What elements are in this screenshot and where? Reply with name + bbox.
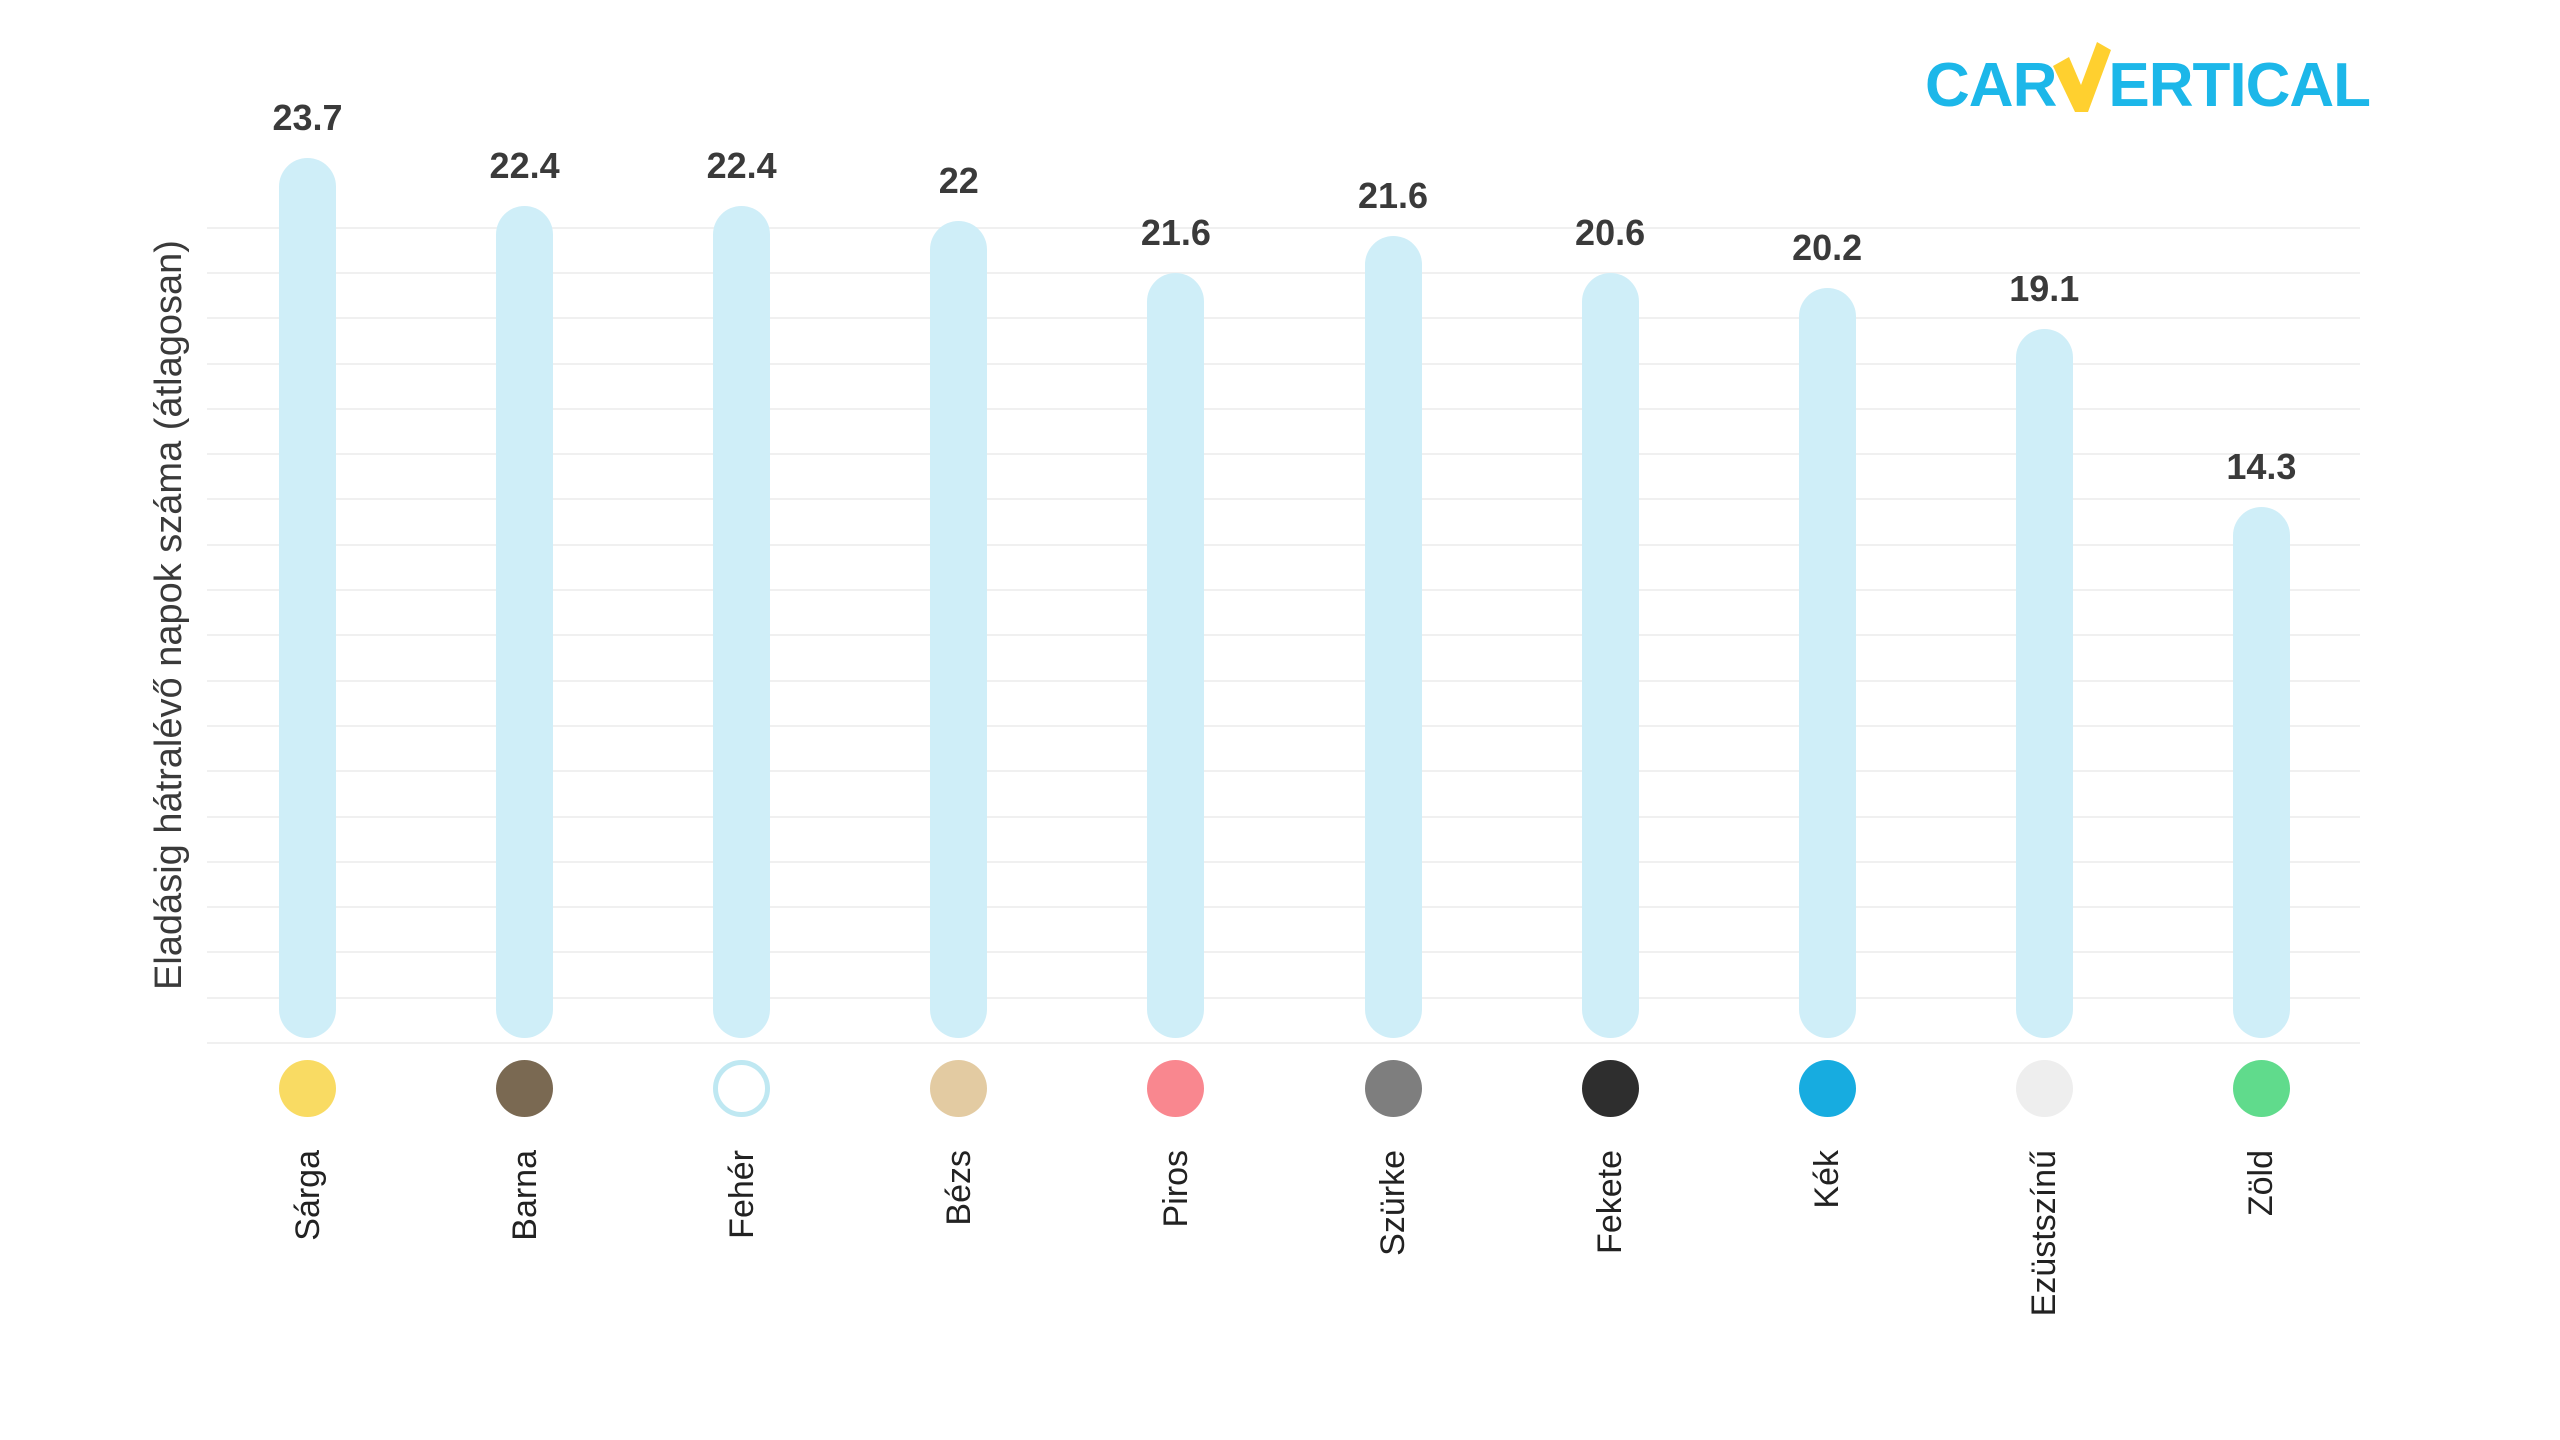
color-dot — [1364, 1059, 1422, 1117]
gridline — [207, 996, 2360, 999]
color-dot — [1581, 1059, 1639, 1117]
bar — [1798, 287, 1856, 1038]
category-label: Zöld — [2242, 1150, 2281, 1217]
gridline — [207, 770, 2360, 773]
bar-value-label: 21.6 — [1357, 174, 1429, 216]
bar — [2232, 507, 2290, 1038]
category-label: Szürke — [1374, 1150, 1412, 1256]
bar — [930, 221, 988, 1038]
logo-text-ertical: ERTICAL — [2108, 50, 2371, 120]
bar-value-label: 14.3 — [2226, 446, 2297, 488]
bar-value-label: 20.6 — [1575, 212, 1646, 254]
color-dot — [1798, 1059, 1856, 1117]
gridline — [207, 951, 2360, 954]
gridline — [207, 724, 2360, 727]
bar-value-label: 23.7 — [272, 97, 343, 139]
color-dot — [2015, 1059, 2073, 1117]
logo-check-v-icon — [2053, 40, 2112, 112]
bar — [2015, 328, 2073, 1038]
gridline — [207, 407, 2360, 410]
gridline — [207, 815, 2360, 818]
bar — [713, 206, 771, 1038]
gridline — [207, 860, 2360, 863]
category-label: Piros — [1156, 1150, 1195, 1228]
logo-text-car: CAR — [1925, 50, 2057, 120]
bar-value-label: 22 — [938, 160, 979, 202]
bar-value-label: 21.6 — [1140, 212, 1211, 254]
bar — [1364, 235, 1422, 1038]
gridline — [207, 589, 2360, 591]
gridline — [207, 453, 2360, 456]
bar — [496, 206, 554, 1038]
category-label: Ezüstszínű — [2025, 1150, 2064, 1317]
bar-value-label: 22.4 — [489, 145, 560, 187]
gridline — [207, 543, 2360, 546]
color-dot — [930, 1059, 988, 1117]
carvertical-logo: CAR ERTICAL — [1925, 40, 2371, 120]
category-label: Barna — [505, 1150, 544, 1241]
bar-value-label: 20.2 — [1792, 226, 1863, 268]
category-label: Kék — [1808, 1150, 1847, 1209]
gridline — [207, 906, 2360, 909]
gridline — [207, 317, 2360, 320]
bar — [1581, 273, 1639, 1038]
bar-value-label: 19.1 — [2009, 267, 2080, 309]
gridline — [207, 498, 2360, 501]
bar-value-label: 22.4 — [706, 145, 777, 187]
color-dot — [496, 1059, 554, 1117]
color-dot — [1147, 1059, 1205, 1117]
gridline — [207, 362, 2360, 365]
category-label: Sárga — [288, 1150, 327, 1241]
category-label: Fehér — [722, 1150, 761, 1239]
gridline — [207, 1042, 2360, 1044]
color-dot — [713, 1059, 771, 1117]
color-dot — [279, 1059, 336, 1117]
bar — [1147, 273, 1205, 1038]
bar — [279, 158, 336, 1038]
category-label: Bézs — [939, 1150, 978, 1226]
gridline — [207, 679, 2360, 682]
gridline — [207, 634, 2360, 637]
gridline — [207, 271, 2360, 274]
color-dot — [2232, 1059, 2290, 1117]
category-label: Fekete — [1591, 1150, 1630, 1254]
gridline — [207, 226, 2360, 229]
